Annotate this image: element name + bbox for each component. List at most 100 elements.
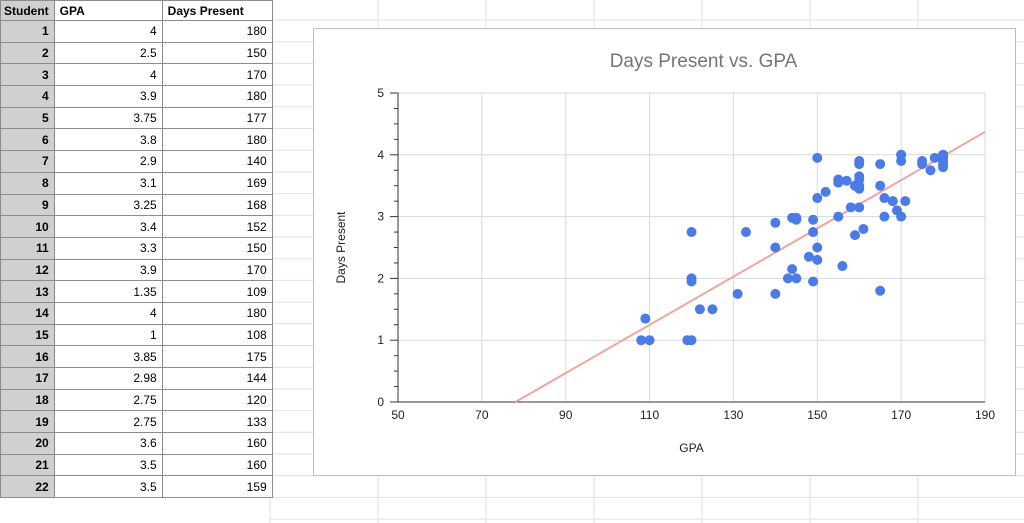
row-header-cell[interactable]: 18 xyxy=(0,388,55,412)
data-point xyxy=(770,217,781,228)
row-header-cell[interactable]: 5 xyxy=(0,106,55,130)
data-point xyxy=(644,335,655,346)
row-header-cell[interactable]: 16 xyxy=(0,345,55,368)
gpa-cell[interactable]: 3.9 xyxy=(53,85,163,108)
data-point xyxy=(686,227,697,238)
days-present-cell[interactable]: 120 xyxy=(161,388,273,412)
row-header-cell[interactable]: 10 xyxy=(0,215,55,238)
gpa-cell[interactable]: 3.1 xyxy=(53,171,163,195)
data-point xyxy=(808,214,819,225)
days-present-cell[interactable]: 170 xyxy=(161,63,273,87)
days-present-cell[interactable]: 152 xyxy=(161,215,273,238)
column-header-days-present[interactable]: Days Present xyxy=(161,0,273,21)
days-present-cell[interactable]: 150 xyxy=(161,41,273,65)
gpa-cell[interactable]: 2.5 xyxy=(53,41,163,65)
days-present-cell[interactable]: 180 xyxy=(161,301,273,325)
x-tick-label: 150 xyxy=(807,408,827,422)
gpa-cell[interactable]: 2.9 xyxy=(53,150,163,173)
table-row: 14 4 180 xyxy=(0,301,273,325)
data-point xyxy=(812,242,823,253)
gpa-cell[interactable]: 3.8 xyxy=(53,128,163,152)
days-present-cell[interactable]: 170 xyxy=(161,258,273,282)
data-point xyxy=(854,171,865,182)
row-header-cell[interactable]: 9 xyxy=(0,193,55,217)
data-point xyxy=(854,202,865,213)
days-present-cell[interactable]: 160 xyxy=(161,453,273,477)
days-present-cell[interactable]: 160 xyxy=(161,432,273,455)
row-header-cell[interactable]: 22 xyxy=(0,475,55,499)
days-present-cell[interactable]: 180 xyxy=(161,85,273,108)
days-present-cell[interactable]: 177 xyxy=(161,106,273,130)
gpa-cell[interactable]: 3.85 xyxy=(53,345,163,368)
days-present-cell[interactable]: 144 xyxy=(161,367,273,390)
row-header-cell[interactable]: 17 xyxy=(0,367,55,390)
gpa-cell[interactable]: 3.5 xyxy=(53,475,163,499)
days-present-cell[interactable]: 140 xyxy=(161,150,273,173)
chart-title: Days Present vs. GPA xyxy=(610,51,798,72)
row-header-cell[interactable]: 7 xyxy=(0,150,55,173)
gpa-cell[interactable]: 4 xyxy=(53,20,163,43)
days-present-cell[interactable]: 180 xyxy=(161,20,273,43)
row-header-cell[interactable]: 8 xyxy=(0,171,55,195)
data-point xyxy=(875,285,886,296)
data-point xyxy=(686,335,697,346)
column-header-student[interactable]: Student xyxy=(0,0,55,21)
gpa-cell[interactable]: 3.75 xyxy=(53,106,163,130)
gpa-cell[interactable]: 3.25 xyxy=(53,193,163,217)
data-point xyxy=(887,196,898,207)
data-point xyxy=(837,261,848,272)
days-present-cell[interactable]: 169 xyxy=(161,171,273,195)
row-header-cell[interactable]: 11 xyxy=(0,236,55,260)
row-header-cell[interactable]: 1 xyxy=(0,20,55,43)
row-header-cell[interactable]: 12 xyxy=(0,258,55,282)
gpa-cell[interactable]: 1 xyxy=(53,323,163,347)
data-point xyxy=(791,214,802,225)
table-row: 17 2.98 144 xyxy=(0,367,273,390)
row-header-cell[interactable]: 4 xyxy=(0,85,55,108)
row-header-cell[interactable]: 21 xyxy=(0,453,55,477)
gpa-cell[interactable]: 1.35 xyxy=(53,280,163,303)
table-row: 8 3.1 169 xyxy=(0,171,273,195)
table-row: 3 4 170 xyxy=(0,63,273,87)
x-tick-label: 110 xyxy=(640,408,659,422)
data-point xyxy=(833,174,844,185)
days-present-cell[interactable]: 159 xyxy=(161,475,273,499)
scatter-chart[interactable]: Days Present vs. GPA 50 70 90 110 130 150 170 19… xyxy=(313,28,1016,476)
y-tick-label: 1 xyxy=(377,333,384,347)
gpa-cell[interactable]: 3.5 xyxy=(53,453,163,477)
days-present-cell[interactable]: 180 xyxy=(161,128,273,152)
data-point xyxy=(812,254,823,265)
row-header-cell[interactable]: 15 xyxy=(0,323,55,347)
days-present-cell[interactable]: 109 xyxy=(161,280,273,303)
gpa-cell[interactable]: 2.75 xyxy=(53,388,163,412)
row-header-cell[interactable]: 19 xyxy=(0,410,55,434)
row-header-cell[interactable]: 13 xyxy=(0,280,55,303)
data-point xyxy=(841,175,852,186)
gpa-cell[interactable]: 3.4 xyxy=(53,215,163,238)
row-header-cell[interactable]: 14 xyxy=(0,301,55,325)
gpa-cell[interactable]: 2.98 xyxy=(53,367,163,390)
row-header-cell[interactable]: 2 xyxy=(0,41,55,65)
row-header-cell[interactable]: 3 xyxy=(0,63,55,87)
days-present-cell[interactable]: 150 xyxy=(161,236,273,260)
data-point xyxy=(833,211,844,222)
y-axis-label: Days Present xyxy=(334,211,348,284)
column-header-gpa[interactable]: GPA xyxy=(53,0,163,21)
gpa-cell[interactable]: 4 xyxy=(53,63,163,87)
data-point xyxy=(741,227,752,238)
days-present-cell[interactable]: 133 xyxy=(161,410,273,434)
gpa-cell[interactable]: 3.3 xyxy=(53,236,163,260)
days-present-cell[interactable]: 168 xyxy=(161,193,273,217)
days-present-cell[interactable]: 175 xyxy=(161,345,273,368)
data-point xyxy=(686,276,697,287)
gpa-cell[interactable]: 4 xyxy=(53,301,163,325)
row-header-cell[interactable]: 6 xyxy=(0,128,55,152)
gpa-cell[interactable]: 3.6 xyxy=(53,432,163,455)
table-row: 11 3.3 150 xyxy=(0,236,273,260)
gpa-cell[interactable]: 2.75 xyxy=(53,410,163,434)
table-row: 20 3.6 160 xyxy=(0,432,273,455)
row-header-cell[interactable]: 20 xyxy=(0,432,55,455)
x-tick-label: 70 xyxy=(475,408,489,422)
gpa-cell[interactable]: 3.9 xyxy=(53,258,163,282)
days-present-cell[interactable]: 108 xyxy=(161,323,273,347)
